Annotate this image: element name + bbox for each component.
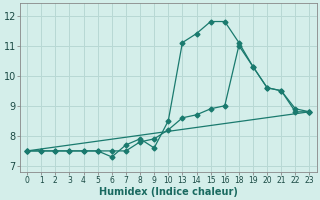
- X-axis label: Humidex (Indice chaleur): Humidex (Indice chaleur): [99, 187, 238, 197]
